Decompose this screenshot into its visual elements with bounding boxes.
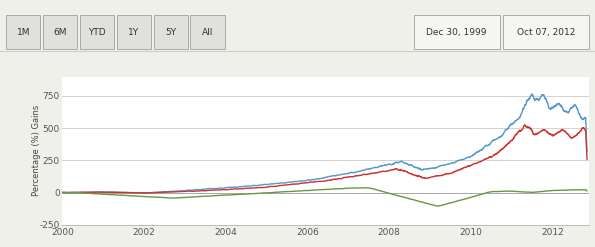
Text: All: All [202,28,214,37]
Text: 5Y: 5Y [165,28,176,37]
Text: YTD: YTD [88,28,106,37]
Text: 1Y: 1Y [129,28,139,37]
Text: 6M: 6M [54,28,67,37]
Y-axis label: Percentage (%) Gains: Percentage (%) Gains [32,105,41,196]
Text: Oct 07, 2012: Oct 07, 2012 [516,28,575,37]
Text: Dec 30, 1999: Dec 30, 1999 [427,28,487,37]
Text: 1M: 1M [17,28,30,37]
